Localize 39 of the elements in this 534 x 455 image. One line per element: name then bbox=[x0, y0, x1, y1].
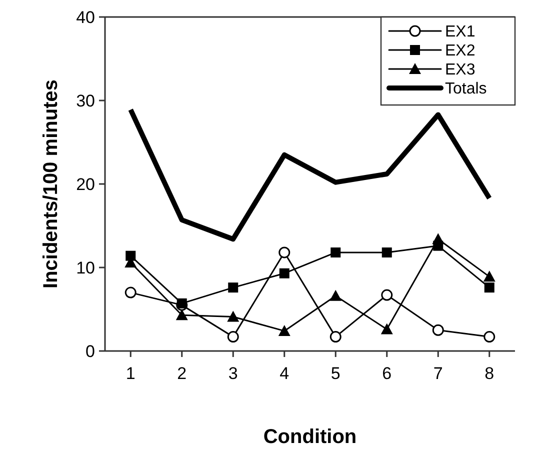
y-axis-title: Incidents/100 minutes bbox=[40, 80, 62, 288]
x-tick-label: 7 bbox=[433, 364, 443, 383]
point bbox=[176, 309, 188, 320]
y-tick-label: 20 bbox=[76, 174, 95, 194]
point bbox=[432, 324, 444, 336]
x-axis-title: Condition bbox=[263, 426, 357, 448]
point bbox=[483, 270, 496, 282]
point bbox=[380, 323, 393, 334]
point bbox=[279, 268, 290, 278]
y-tick-label: 40 bbox=[76, 8, 95, 27]
point bbox=[484, 331, 496, 343]
x-tick-label: 8 bbox=[484, 364, 494, 383]
point bbox=[278, 324, 290, 336]
point bbox=[381, 289, 393, 301]
point bbox=[330, 247, 341, 258]
point bbox=[330, 331, 342, 343]
point bbox=[124, 286, 136, 298]
point bbox=[382, 247, 392, 258]
point bbox=[484, 282, 494, 293]
legend-label: Totals bbox=[445, 80, 487, 98]
point bbox=[278, 246, 290, 258]
x-tick-label: 1 bbox=[126, 364, 136, 383]
y-tick-label: 0 bbox=[86, 342, 95, 361]
point bbox=[432, 233, 444, 244]
point bbox=[227, 310, 240, 322]
y-tick-label: 30 bbox=[76, 91, 95, 110]
point bbox=[228, 282, 238, 293]
x-tick-label: 6 bbox=[382, 364, 392, 383]
point bbox=[330, 290, 342, 301]
x-tick-label: 5 bbox=[330, 364, 340, 383]
point bbox=[227, 331, 239, 343]
x-tick-label: 4 bbox=[280, 364, 290, 383]
y-tick-label: 10 bbox=[76, 258, 95, 278]
x-tick-label: 2 bbox=[177, 364, 187, 383]
legend-label: EX3 bbox=[445, 62, 476, 79]
legend-label: EX1 bbox=[445, 24, 476, 41]
point bbox=[176, 298, 187, 308]
legend-label: EX2 bbox=[445, 42, 476, 60]
x-tick-label: 3 bbox=[228, 364, 238, 383]
